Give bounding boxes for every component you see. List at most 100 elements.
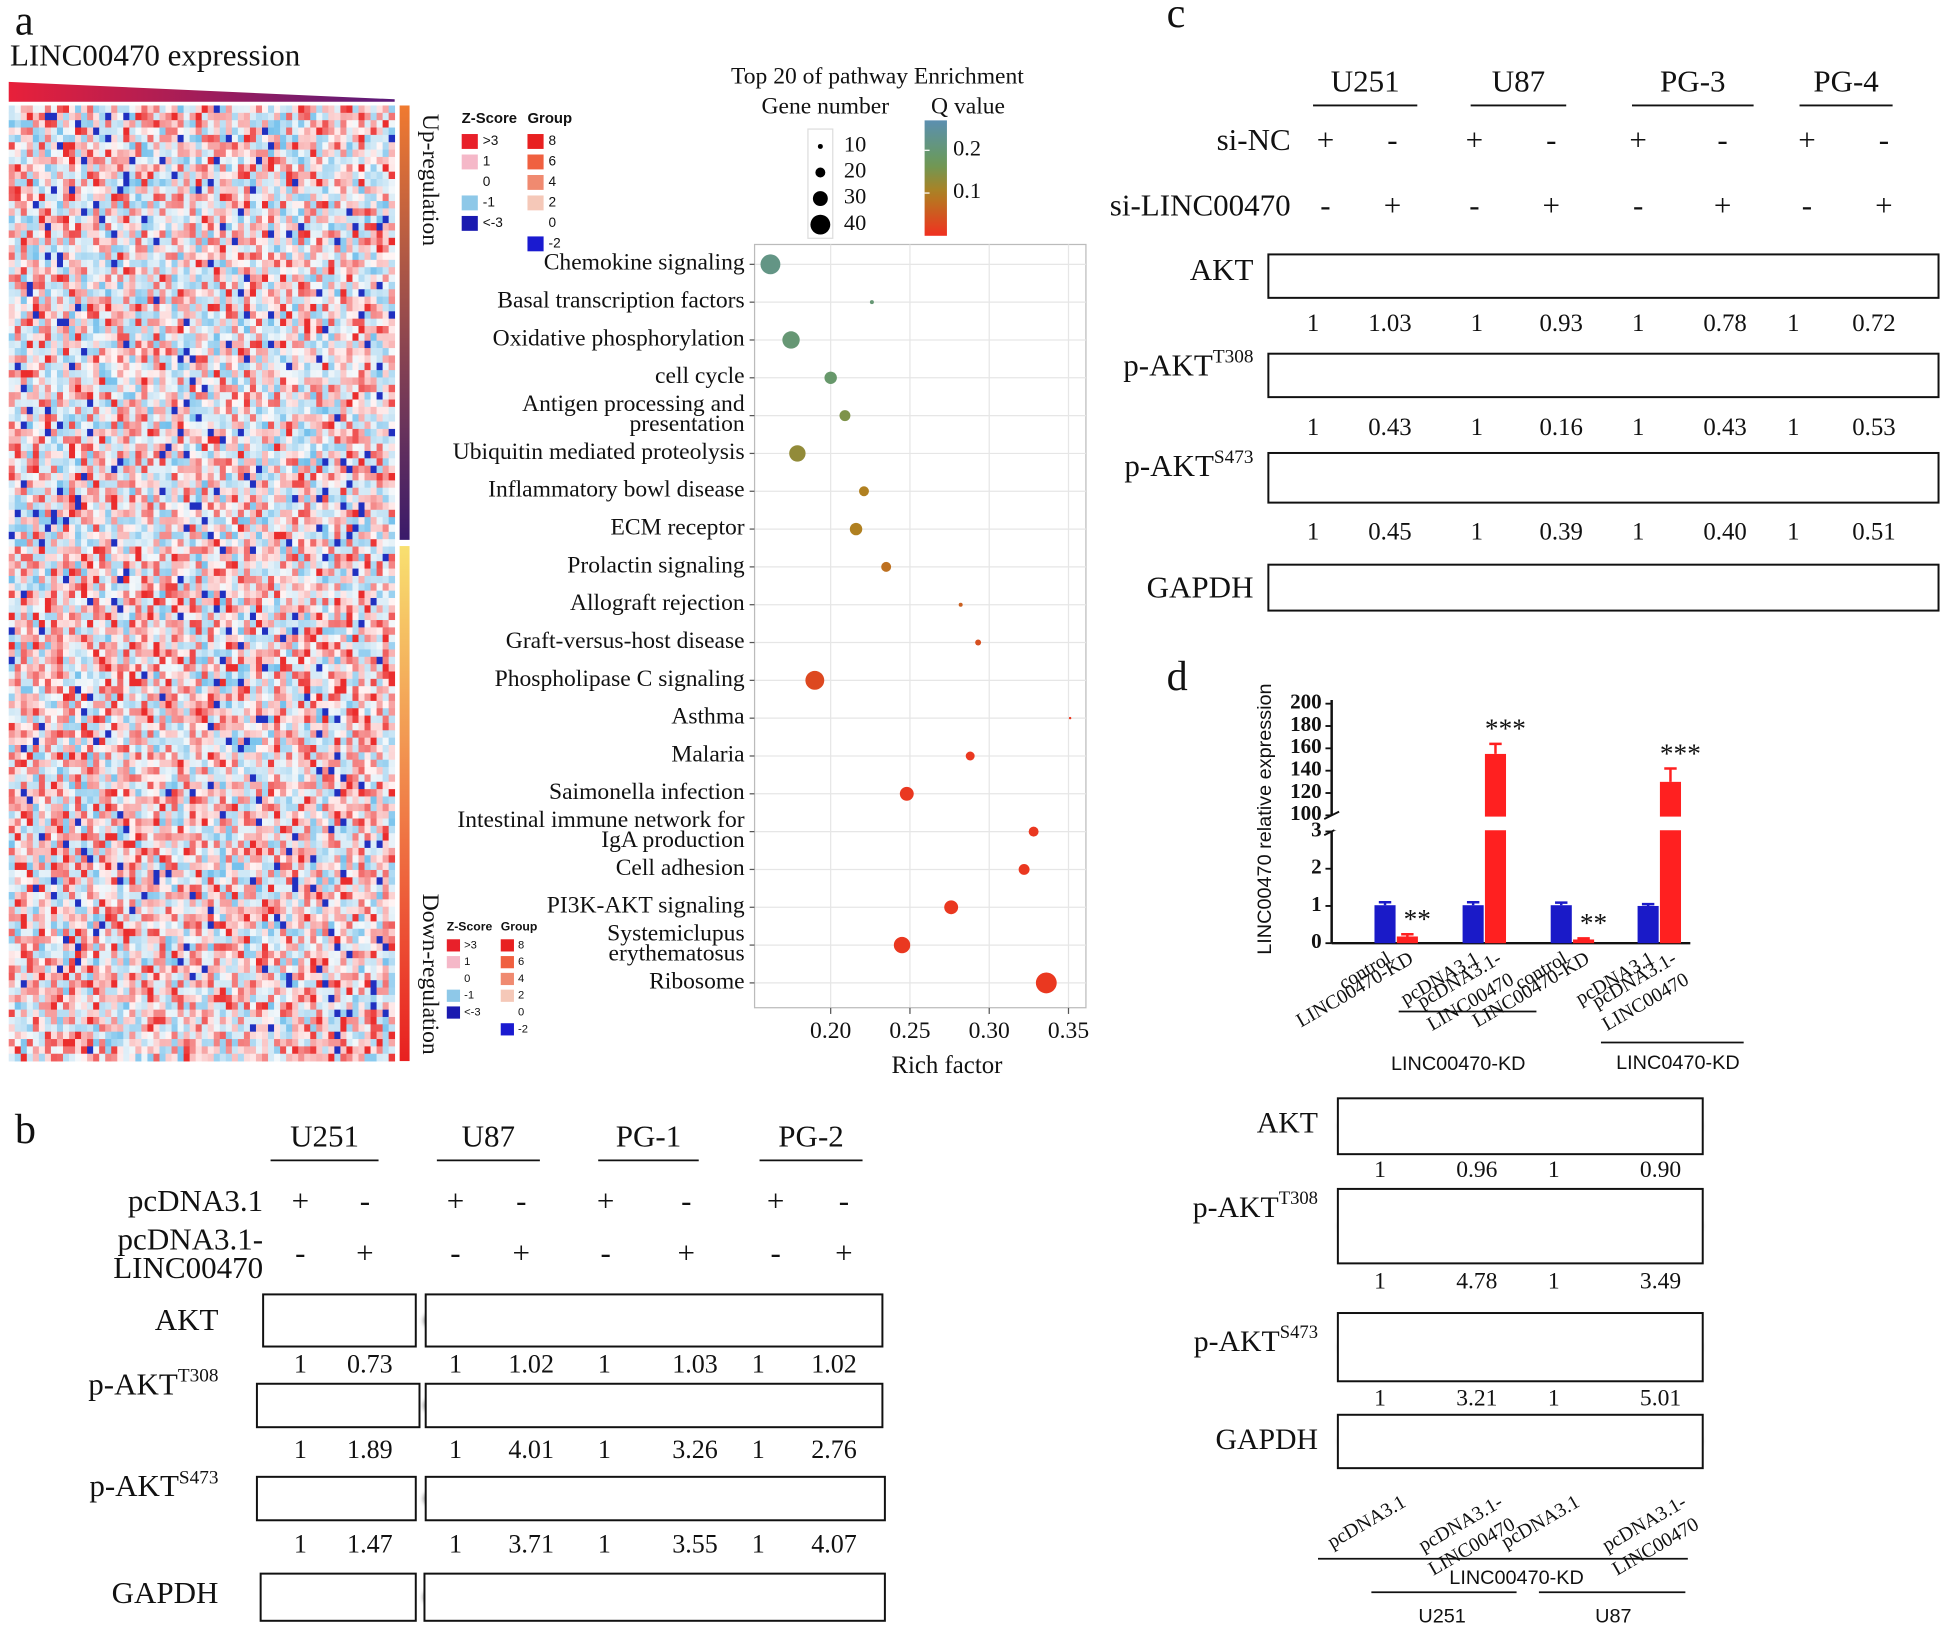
heatmap-cell	[292, 142, 299, 150]
heatmap-cell	[183, 348, 191, 356]
heatmap-cell	[62, 245, 70, 253]
heatmap-cell	[255, 178, 263, 187]
heatmap-cell	[274, 215, 281, 224]
heatmap-cell	[213, 355, 221, 364]
heatmap-cell	[370, 201, 377, 209]
heatmap-cell	[243, 156, 251, 165]
heatmap-cell	[159, 664, 166, 672]
heatmap-cell	[207, 274, 215, 283]
heatmap-cell	[346, 406, 353, 415]
heatmap-cell	[255, 428, 263, 437]
heatmap-cell	[189, 303, 197, 312]
heatmap-cell	[177, 539, 184, 547]
heatmap-cell	[123, 436, 130, 444]
heatmap-cell	[62, 156, 70, 165]
heatmap-cell	[50, 399, 58, 408]
heatmap-cell	[364, 237, 371, 246]
heatmap-cell	[26, 201, 34, 209]
heatmap-cell	[334, 642, 341, 650]
heatmap-cell	[382, 208, 390, 217]
heatmap-cell	[195, 230, 203, 239]
heatmap-cell	[50, 245, 58, 253]
heatmap-cell	[69, 414, 76, 422]
heatmap-cell	[111, 326, 118, 334]
heatmap-cell	[237, 355, 245, 364]
heatmap-cell	[322, 156, 329, 165]
heatmap-cell	[38, 524, 46, 533]
heatmap-cell	[56, 428, 64, 437]
heatmap-cell	[201, 531, 209, 540]
heatmap-cell	[147, 208, 154, 217]
heatmap-cell	[26, 605, 34, 614]
heatmap-cell	[159, 362, 166, 371]
heatmap-cell	[310, 428, 317, 437]
heatmap-cell	[304, 671, 311, 680]
heatmap-cell	[274, 450, 281, 459]
heatmap-cell	[129, 450, 136, 459]
heatmap-cell	[135, 487, 142, 496]
heatmap-cell	[274, 465, 281, 474]
heatmap-cell	[388, 193, 396, 202]
heatmap-cell	[207, 473, 215, 481]
heatmap-cell	[129, 237, 136, 246]
heatmap-cell	[62, 414, 70, 422]
heatmap-cell	[243, 597, 251, 606]
heatmap-cell	[8, 428, 16, 437]
heatmap-cell	[93, 605, 100, 614]
heatmap-cell	[20, 237, 28, 246]
heatmap-cell	[38, 561, 46, 569]
heatmap-cell	[219, 517, 227, 525]
heatmap-cell	[268, 428, 275, 437]
heatmap-cell	[292, 105, 299, 114]
heatmap-cell	[352, 142, 359, 150]
heatmap-cell	[56, 245, 64, 253]
heatmap-cell	[286, 362, 293, 371]
heatmap-cell	[165, 171, 172, 180]
heatmap-cell	[274, 230, 281, 239]
heatmap-cell	[213, 267, 221, 275]
heatmap-cell	[75, 259, 82, 268]
heatmap-cell	[292, 362, 299, 371]
heatmap-cell	[56, 296, 64, 305]
heatmap-cell	[346, 230, 353, 239]
heatmap-cell	[75, 583, 82, 592]
heatmap-cell	[255, 348, 263, 356]
heatmap-cell	[340, 656, 347, 665]
heatmap-cell	[26, 465, 34, 474]
heatmap-cell	[177, 355, 184, 364]
heatmap-cell	[56, 289, 64, 297]
heatmap-cell	[81, 105, 88, 114]
heatmap-cell	[99, 156, 106, 165]
heatmap-cell	[87, 193, 94, 202]
heatmap-cell	[20, 289, 28, 297]
heatmap-cell	[304, 583, 311, 592]
heatmap-cell	[14, 502, 22, 511]
heatmap-cell	[14, 370, 22, 378]
heatmap-cell	[231, 450, 239, 459]
heatmap-cell	[334, 612, 341, 621]
heatmap-cell	[8, 237, 16, 246]
heatmap-cell	[165, 399, 172, 408]
heatmap-cell	[177, 142, 184, 150]
heatmap-cell	[249, 487, 257, 496]
heatmap-cell	[105, 399, 112, 408]
heatmap-cell	[69, 502, 76, 511]
heatmap-cell	[225, 230, 233, 239]
heatmap-cell	[135, 186, 142, 195]
heatmap-cell	[310, 664, 317, 672]
heatmap-cell	[243, 377, 251, 386]
heatmap-cell	[382, 333, 390, 342]
heatmap-cell	[105, 428, 112, 437]
heatmap-cell	[141, 561, 148, 569]
heatmap-cell	[231, 634, 239, 643]
heatmap-cell	[346, 568, 353, 577]
heatmap-cell	[213, 575, 221, 584]
heatmap-cell	[382, 259, 390, 268]
heatmap-cell	[322, 164, 329, 173]
heatmap-cell	[62, 355, 70, 364]
heatmap-cell	[171, 392, 178, 400]
heatmap-cell	[268, 612, 275, 621]
heatmap-cell	[388, 656, 396, 665]
heatmap-cell	[69, 517, 76, 525]
heatmap-cell	[219, 443, 227, 452]
